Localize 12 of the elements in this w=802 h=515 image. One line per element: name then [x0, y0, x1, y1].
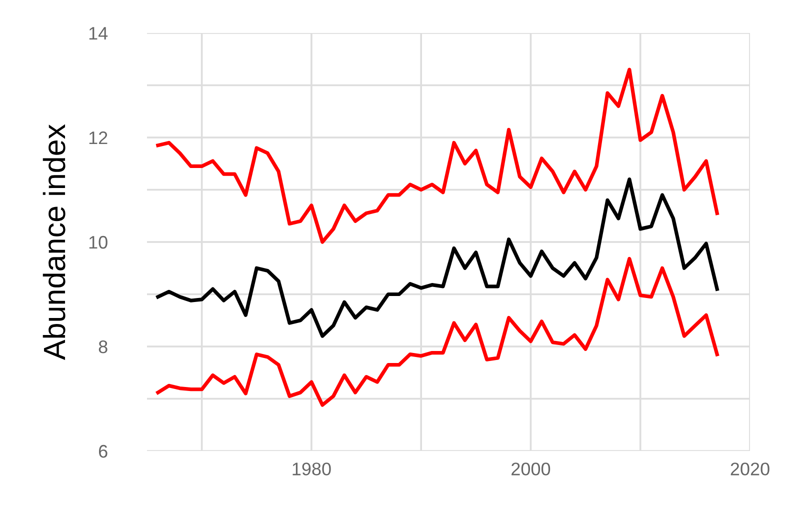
y-tick-label: 14 [89, 27, 108, 40]
y-tick-label: 10 [89, 236, 108, 249]
x-tick-label: 1980 [292, 462, 331, 476]
y-tick-label: 12 [89, 131, 108, 144]
y-tick-label: 6 [98, 444, 108, 458]
line-series [156, 68, 719, 244]
y-tick-label: 8 [98, 340, 108, 354]
x-tick-label: 2020 [730, 462, 770, 476]
line-series [156, 256, 719, 407]
x-tick-label: 2000 [512, 462, 550, 476]
line-series [156, 177, 719, 338]
y-axis-title: Abundance index [42, 124, 66, 360]
